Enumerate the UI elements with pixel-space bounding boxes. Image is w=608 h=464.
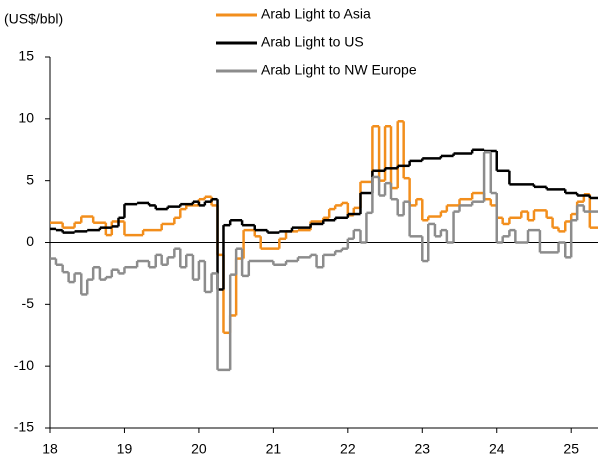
legend-label: Arab Light to NW Europe [261,62,417,78]
legend-label: Arab Light to US [261,34,364,50]
x-tick-label: 21 [266,441,282,457]
x-tick-label: 23 [414,441,430,457]
y-tick-label: 5 [26,171,34,187]
legend-label: Arab Light to Asia [261,6,371,22]
x-tick-label: 19 [117,441,133,457]
x-tick-label: 20 [191,441,207,457]
y-tick-label: -15 [14,419,34,435]
x-tick-label: 18 [42,441,58,457]
x-tick-label: 25 [563,441,579,457]
x-tick-label: 22 [340,441,356,457]
x-tick-label: 24 [489,441,505,457]
y-tick-label: 15 [18,48,34,64]
y-tick-label: 0 [26,233,34,249]
y-tick-label: -5 [22,295,35,311]
y-tick-label: 10 [18,110,34,126]
y-tick-label: -10 [14,357,34,373]
y-axis-label: (US$/bbl) [4,11,63,27]
